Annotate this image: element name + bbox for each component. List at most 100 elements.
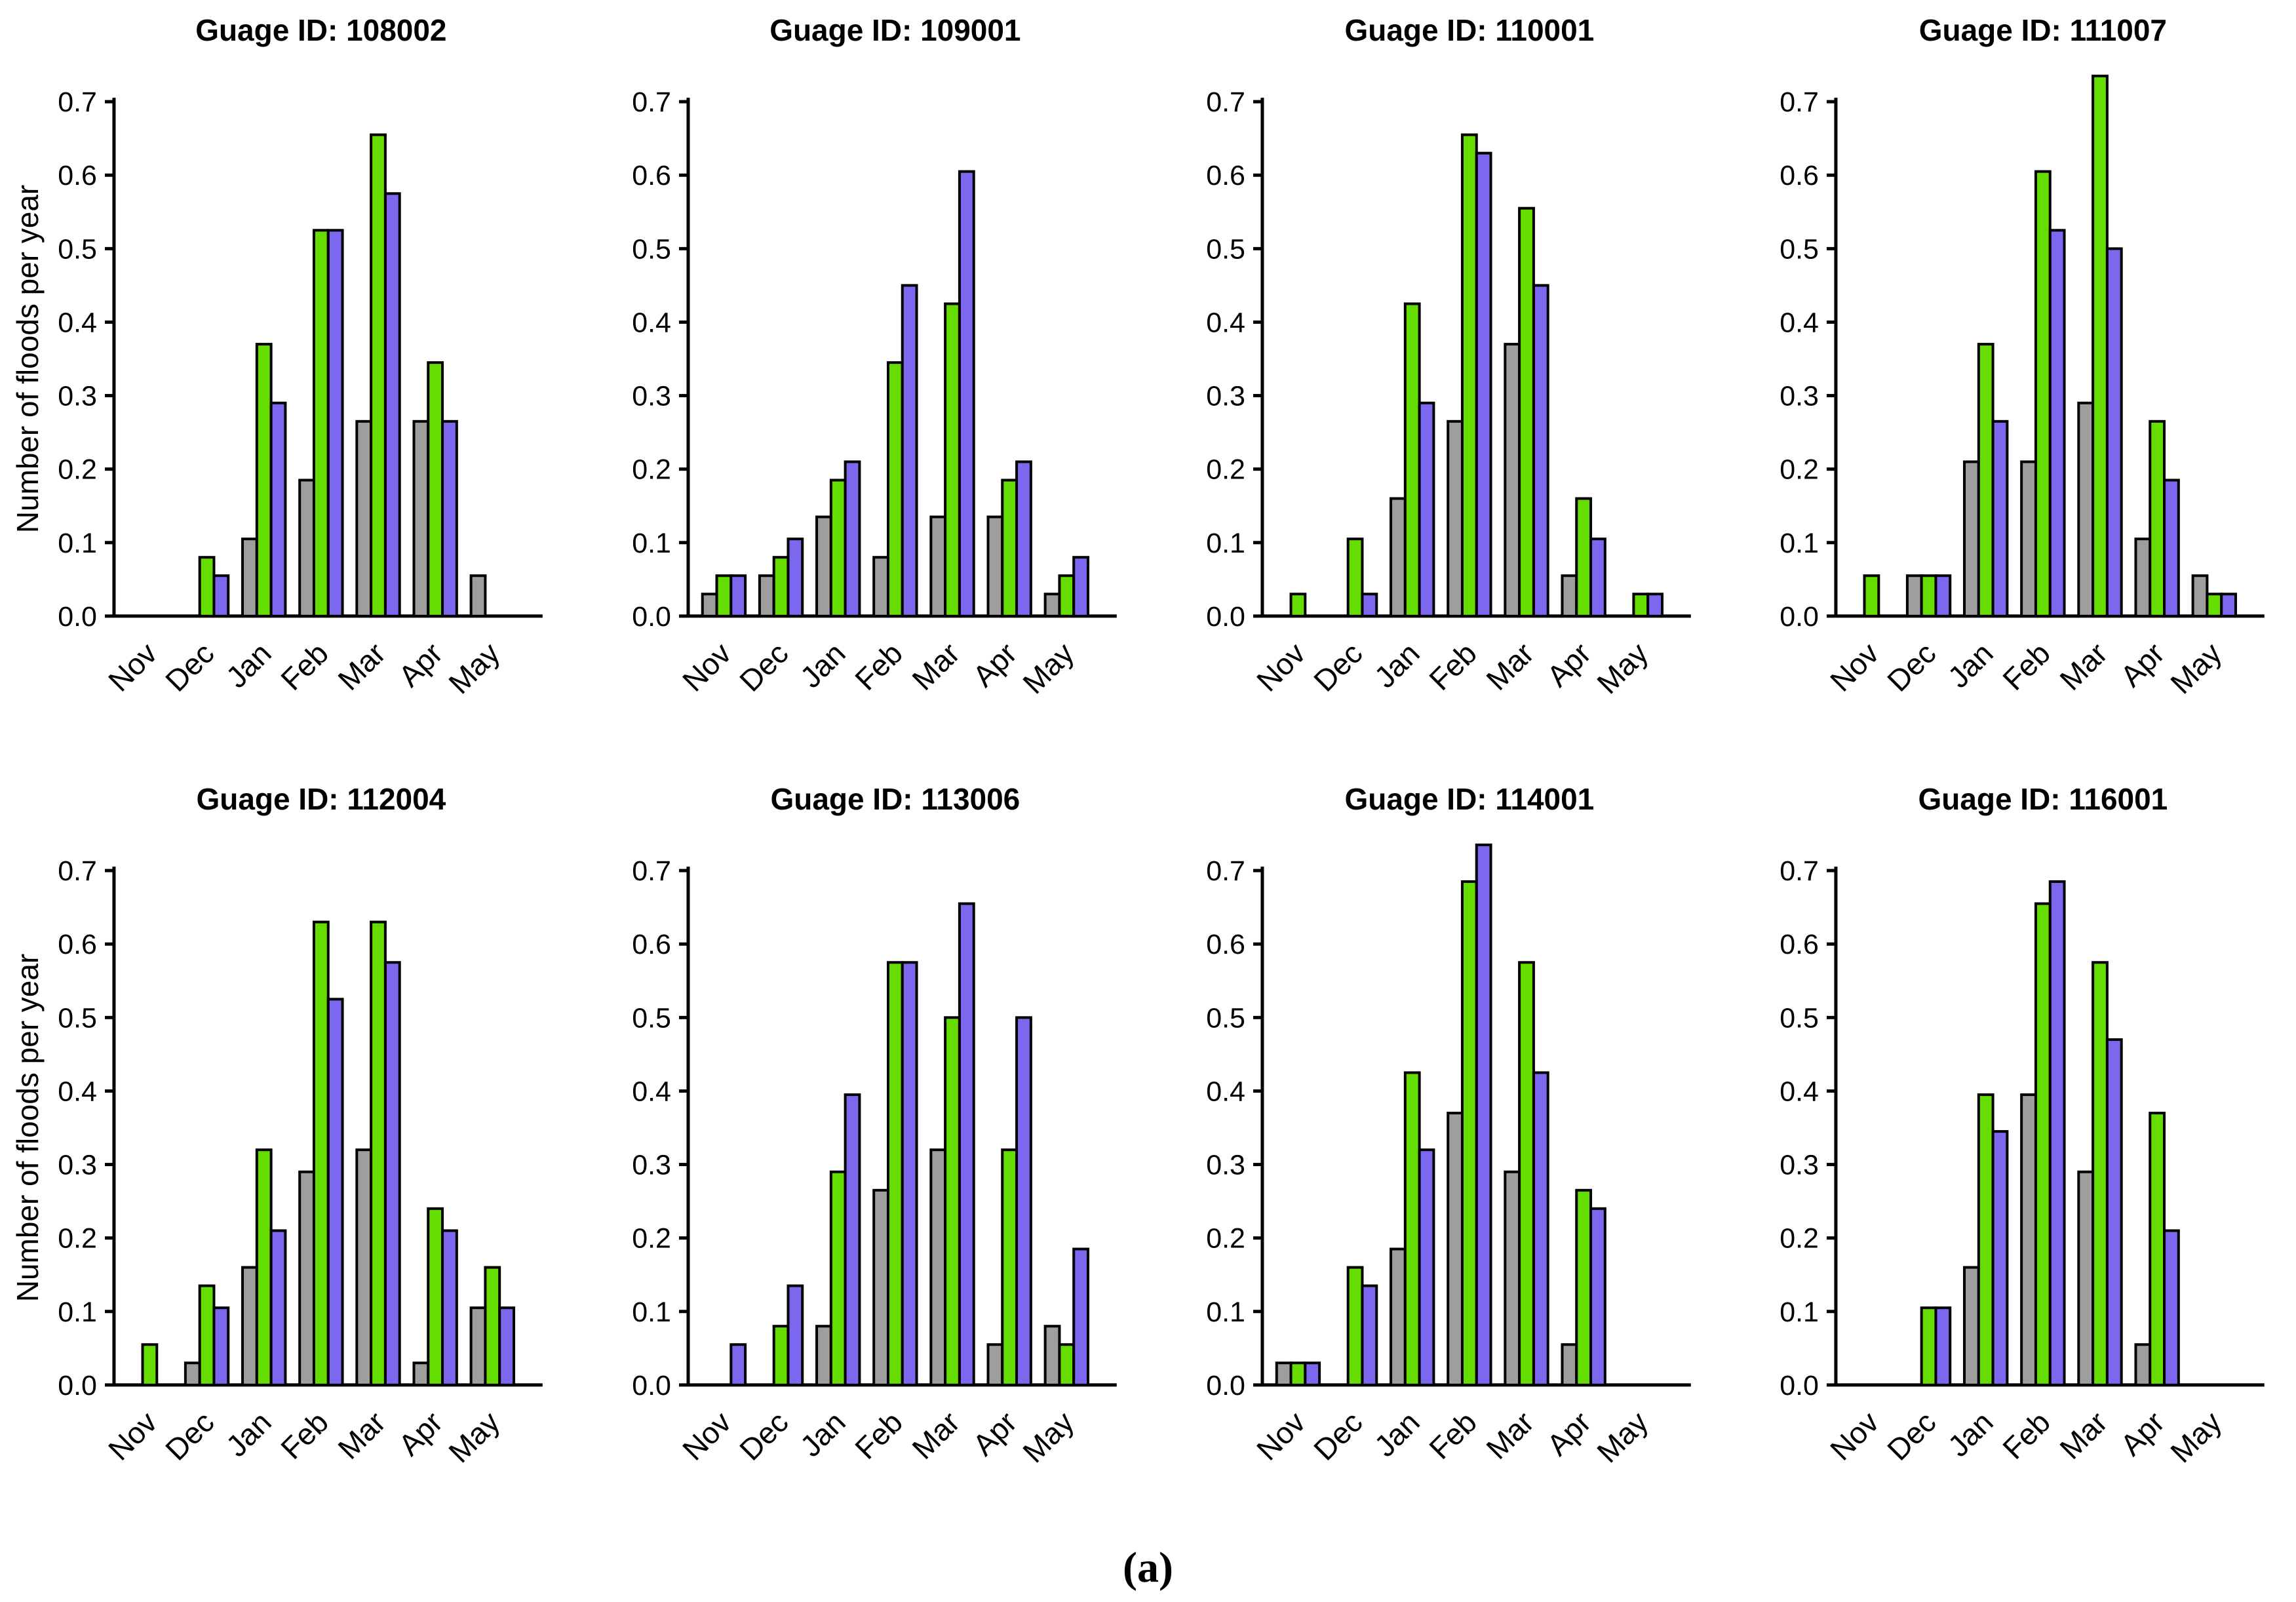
bar <box>1303 1361 1321 1386</box>
bar <box>2049 880 2066 1386</box>
bar <box>1403 302 1421 617</box>
x-axis-label: Jan <box>793 636 851 694</box>
y-axis-tick-label: 0.0 <box>632 601 671 633</box>
bar <box>2034 170 2052 617</box>
y-axis-tick-label: 0.7 <box>1206 855 1245 887</box>
bar <box>484 1266 501 1386</box>
bar <box>1589 537 1606 617</box>
y-axis-tick-label: 0.6 <box>1206 929 1245 960</box>
bar <box>1446 1112 1464 1386</box>
y-axis-tick-label: 0.2 <box>1206 1223 1245 1255</box>
bar <box>1532 284 1549 617</box>
x-axis-label: Jan <box>1941 1405 2000 1463</box>
y-axis-tick-label: 0.4 <box>58 1076 97 1107</box>
bar <box>2077 401 2095 617</box>
x-axis-label: Dec <box>1307 1405 1369 1467</box>
bar <box>1934 574 1952 617</box>
y-axis-title: Number of floods per year <box>10 954 45 1302</box>
bar <box>1275 1361 1293 1386</box>
bar <box>2077 1170 2095 1386</box>
y-axis-tick-label: 0.7 <box>1780 87 1819 118</box>
chart-grid: Guage ID: 108002 0.0 0.1 0.2 0.3 0.4 0.5 0.6 0.7… <box>0 0 2265 1538</box>
bar <box>212 1306 230 1386</box>
x-axis-label: Jan <box>1941 636 2000 694</box>
bar <box>326 229 344 617</box>
y-axis-tick-label: 0.7 <box>1780 855 1819 887</box>
chart-panel: Guage ID: 112004 0.0 0.1 0.2 0.3 0.4 0.5 0.6 0.7… <box>0 769 574 1538</box>
y-axis-tick-label: 0.1 <box>58 1297 97 1328</box>
bar <box>815 515 832 617</box>
bar <box>1863 574 1880 617</box>
bar <box>2092 74 2109 617</box>
bar <box>758 574 775 617</box>
x-axis-label: Dec <box>1307 636 1369 698</box>
bar <box>2134 1343 2152 1386</box>
x-axis-label: Nov <box>1823 1405 1886 1467</box>
x-axis-label: Jan <box>220 1405 278 1463</box>
chart-panel: Guage ID: 110001 0.0 0.1 0.2 0.3 0.4 0.5 0.6 0.7… <box>1148 0 1722 769</box>
y-axis-tick-label: 0.7 <box>1206 87 1245 118</box>
bar <box>1963 1266 1981 1386</box>
bar <box>901 284 918 617</box>
x-axis-label: Nov <box>1249 1405 1312 1467</box>
x-axis-label: Jan <box>1367 1405 1426 1463</box>
y-axis-tick-label: 0.7 <box>632 855 671 887</box>
bar <box>241 537 258 617</box>
bar <box>2163 479 2181 617</box>
bar <box>1532 1071 1549 1386</box>
y-axis-tick-label: 0.1 <box>58 528 97 559</box>
bar <box>715 574 733 617</box>
bar <box>1934 1306 1952 1386</box>
y-axis-tick-label: 0.4 <box>58 307 97 338</box>
y-axis-tick-label: 0.3 <box>1780 1150 1819 1181</box>
bar <box>2134 537 2152 617</box>
y-axis-tick-label: 0.3 <box>1780 381 1819 412</box>
bar <box>1560 574 1578 617</box>
bar <box>1389 497 1407 617</box>
bar <box>886 961 904 1386</box>
chart-svg: Guage ID: 112004 0.0 0.1 0.2 0.3 0.4 0.5 0.6 0.7… <box>10 782 543 1469</box>
x-axis-label: Feb <box>1422 1405 1483 1466</box>
y-axis-tick-label: 0.4 <box>632 307 671 338</box>
chart-svg: Guage ID: 113006 0.0 0.1 0.2 0.3 0.4 0.5 0.6 0.7… <box>632 782 1117 1469</box>
bar <box>1574 497 1592 617</box>
bar <box>901 961 918 1386</box>
y-axis-tick-label: 0.1 <box>1206 1297 1245 1328</box>
bar <box>929 515 946 617</box>
bar <box>829 1170 847 1386</box>
bar <box>1475 151 1492 617</box>
y-axis-tick-label: 0.4 <box>1206 1076 1245 1107</box>
x-axis-label: Mar <box>331 636 392 697</box>
y-axis-tick-label: 0.1 <box>632 1297 671 1328</box>
y-axis-tick-label: 0.3 <box>632 1150 671 1181</box>
y-axis-tick-label: 0.0 <box>1780 601 1819 633</box>
y-axis-tick-label: 0.3 <box>1206 1150 1245 1181</box>
y-axis-tick-label: 0.4 <box>1206 307 1245 338</box>
y-axis-tick-label: 0.2 <box>58 454 97 486</box>
bar <box>184 1361 201 1386</box>
bar <box>498 1306 515 1386</box>
chart-panel: Guage ID: 114001 0.0 0.1 0.2 0.3 0.4 0.5 0.6 0.7… <box>1148 769 1722 1538</box>
y-axis-tick-label: 0.2 <box>632 1223 671 1255</box>
bar <box>1360 1284 1378 1386</box>
bar <box>1503 343 1521 617</box>
figure-caption: (a) <box>1123 1544 1173 1592</box>
bar <box>2020 460 2038 617</box>
bar <box>787 1284 804 1386</box>
bar <box>1631 593 1649 617</box>
x-axis-label: May <box>1016 636 1080 700</box>
bar <box>1418 401 1435 617</box>
x-axis-label: Apr <box>1540 636 1597 693</box>
bar <box>1072 1247 1089 1386</box>
y-axis-tick-label: 0.4 <box>1780 307 1819 338</box>
y-axis-tick-label: 0.2 <box>1206 454 1245 486</box>
x-axis-label: Apr <box>966 1405 1023 1462</box>
bar <box>198 556 216 617</box>
x-axis-label: Dec <box>159 636 221 698</box>
chart-svg: Guage ID: 111007 0.0 0.1 0.2 0.3 0.4 0.5 0.6 0.7… <box>1780 13 2265 700</box>
y-axis-tick-label: 0.1 <box>632 528 671 559</box>
bar <box>1346 1266 1363 1386</box>
bar <box>986 1343 1004 1386</box>
y-axis-title: Number of floods per year <box>10 185 45 533</box>
chart-title: Guage ID: 113006 <box>770 782 1020 816</box>
